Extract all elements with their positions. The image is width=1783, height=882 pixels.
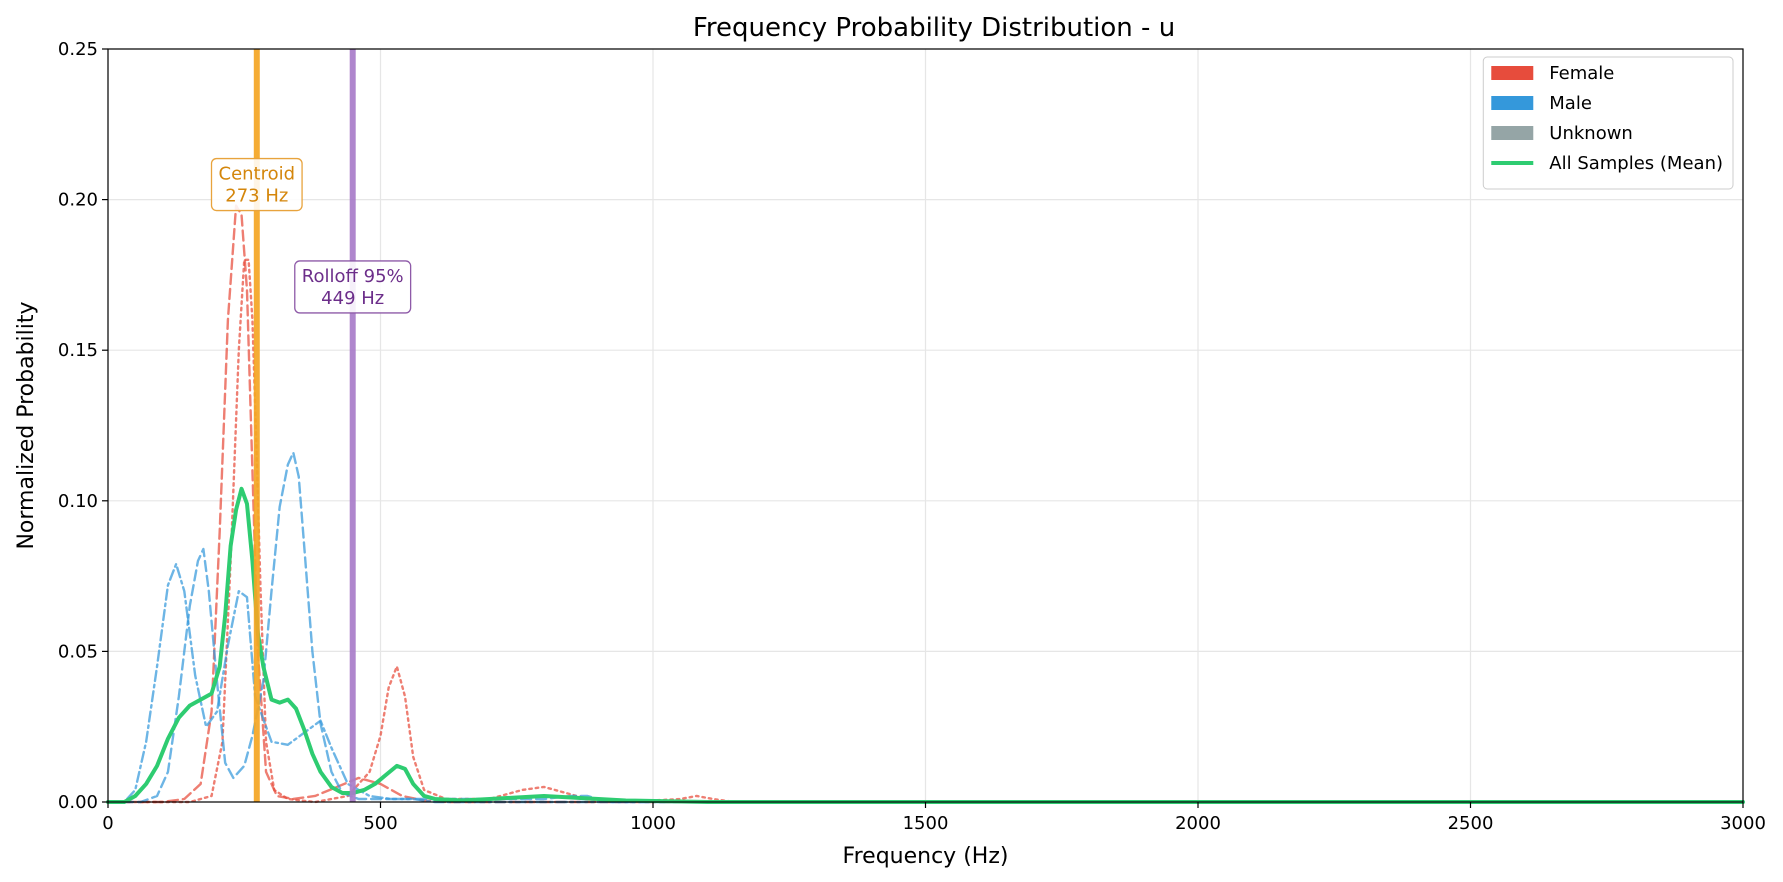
legend-box [1482,56,1734,190]
annotation-box [210,157,303,212]
y-tick-label: 0.25 [58,39,98,60]
annotation-text-line: 449 Hz [321,288,384,309]
x-tick-label: 1000 [630,813,676,834]
legend: Female Male Unknown All Samples (Mean) [1482,56,1734,190]
legend-swatch-male [1491,96,1534,110]
x-tick-label: 500 [363,813,397,834]
x-axis-ticks: 0 500 1000 1500 2000 2500 3000 [102,802,1766,834]
x-tick-label: 0 [102,813,113,834]
legend-label-female: Female [1549,63,1614,84]
y-tick-label: 0.10 [58,491,98,512]
legend-swatch-unknown [1491,126,1534,140]
all-samples-mean-solid-series-line [106,486,1745,804]
y-tick-label: 0.15 [58,340,98,361]
y-axis-title: Normalized Probability [14,301,39,549]
y-tick-label: 0.00 [58,792,98,813]
annotation-text-line: Centroid [219,164,296,185]
male-dashdot-series-line [106,562,1745,804]
legend-label-unknown: Unknown [1549,123,1633,144]
y-tick-label: 0.05 [58,641,98,662]
annotation-text-line: Rolloff 95% [302,266,404,287]
annotation-text-line: 273 Hz [225,186,288,207]
x-tick-label: 1500 [903,813,949,834]
y-axis-ticks: 0.00 0.05 0.10 0.15 0.20 0.25 [58,39,108,813]
y-tick-label: 0.20 [58,190,98,211]
chart-title: Frequency Probability Distribution - u [693,13,1175,43]
legend-swatch-female [1491,66,1534,80]
x-tick-label: 2500 [1448,813,1494,834]
legend-label-all-samples-mean: All Samples (Mean) [1549,153,1723,174]
rolloff-annotation: Rolloff 95%449 Hz [294,260,412,314]
x-axis-title: Frequency (Hz) [843,844,1009,869]
annotation-box [294,260,412,314]
legend-label-male: Male [1549,93,1592,114]
x-tick-label: 3000 [1720,813,1766,834]
x-tick-label: 2000 [1175,813,1221,834]
